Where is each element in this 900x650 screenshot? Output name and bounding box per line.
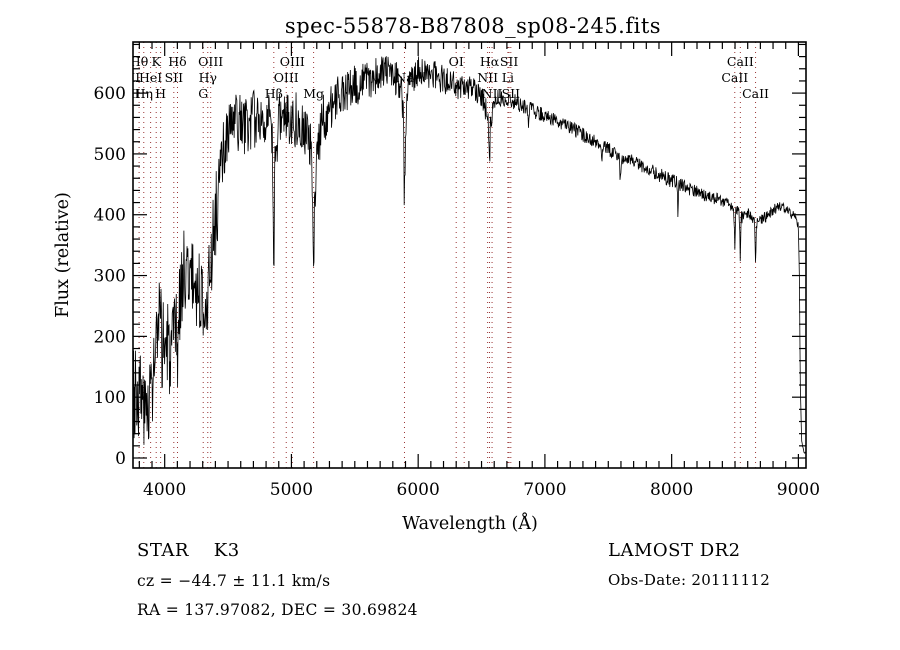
spectral-line-label: Hα [480, 54, 500, 69]
plot-frame [132, 41, 807, 469]
spectral-line-label: OIII [280, 54, 305, 69]
spectral-line-label: Hδ [168, 54, 186, 69]
spectral-line-label: Hγ [199, 70, 217, 85]
spectral-line-label: OII [120, 70, 140, 85]
spectral-line-label: Li [502, 70, 514, 85]
spectral-line-label: NII [477, 70, 498, 85]
obs-date-label: Obs-Date: 20111112 [608, 571, 770, 589]
spectral-line-label: H [155, 86, 166, 101]
spectral-line-label: SII [165, 70, 184, 85]
spectral-line-label: K [152, 54, 162, 69]
spectral-line-label: OI [449, 54, 464, 69]
survey-label: LAMOST DR2 [608, 540, 741, 561]
chart-title: spec-55878-B87808_sp08-245.fits [285, 14, 661, 38]
x-tick-label: 7000 [523, 480, 566, 500]
y-tick-label: 0 [115, 449, 126, 469]
x-tick-label: 4000 [143, 480, 186, 500]
cz-value-label: cz = −44.7 ± 11.1 km/s [137, 572, 330, 590]
spectral-line-label: CaII [742, 86, 769, 101]
spectral-line-label: HeI [139, 70, 162, 85]
y-tick-label: 500 [94, 145, 126, 165]
x-tick-label: 6000 [397, 480, 440, 500]
y-tick-label: 100 [94, 388, 126, 408]
spectral-line-label: CaII [721, 70, 748, 85]
spectral-line-label: OIII [274, 70, 299, 85]
spectral-line-label: SII [500, 54, 519, 69]
y-tick-label: 200 [94, 327, 126, 347]
spectral-line-label: Mg [303, 86, 324, 101]
spectral-line-markers [138, 42, 757, 468]
object-class-label: STAR K3 [137, 540, 240, 561]
spectral-line-label: NII [482, 86, 503, 101]
spectral-line-label: Hθ [130, 54, 148, 69]
x-tick-label: 9000 [777, 480, 820, 500]
x-tick-label: 5000 [270, 480, 313, 500]
x-axis-title: Wavelength (Å) [402, 513, 538, 534]
spectral-line-label: Hβ [265, 86, 283, 101]
y-axis-title: Flux (relative) [53, 192, 73, 318]
spectral-line-label: CaII [727, 54, 754, 69]
x-tick-label: 8000 [650, 480, 693, 500]
spectral-line-label: OIII [198, 54, 223, 69]
axis-ticks [133, 42, 806, 468]
ra-dec-label: RA = 137.97082, DEC = 30.69824 [137, 601, 418, 619]
spectral-line-label: G [198, 86, 208, 101]
spectrum-line [133, 56, 806, 454]
y-tick-label: 300 [94, 267, 126, 287]
y-tick-label: 400 [94, 206, 126, 226]
y-tick-label: 600 [94, 84, 126, 104]
axis-tick-labels: 4000 5000 6000 7000 8000 9000 0 100 200 300 400 500… [94, 84, 820, 500]
